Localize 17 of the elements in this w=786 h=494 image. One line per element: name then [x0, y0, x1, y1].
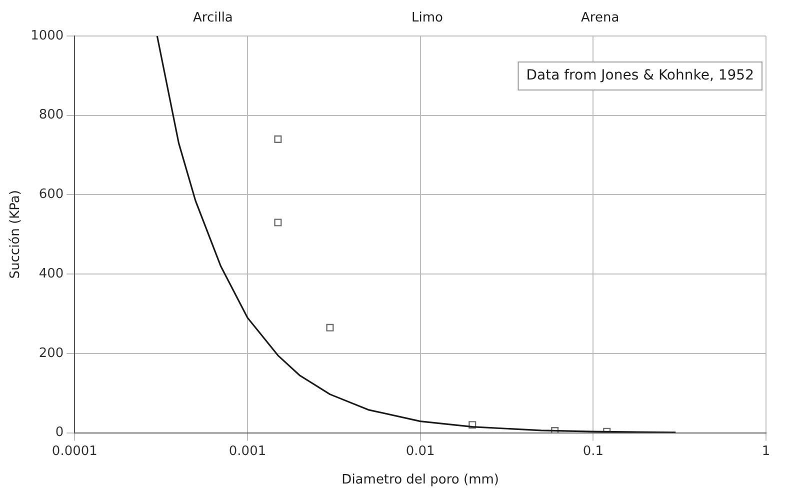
- y-tick-label: 600: [38, 187, 64, 202]
- text: Arcilla: [192, 10, 233, 26]
- x-tick-label: 0.001: [228, 444, 266, 459]
- x-tick-label: 0.1: [582, 444, 604, 459]
- x-tick-label: 0.01: [406, 444, 435, 459]
- y-tick-label: 0: [55, 425, 64, 440]
- x-axis-title: Diametro del poro (mm): [342, 472, 499, 488]
- text: Limo: [412, 10, 444, 26]
- annotation: Data from Jones & Kohnke, 1952: [526, 68, 754, 84]
- x-tick-label: 0.0001: [52, 444, 98, 459]
- y-tick-label: 400: [38, 266, 64, 282]
- y-axis-title: Succión (KPa): [8, 190, 24, 279]
- x-tick-label: 1: [762, 444, 770, 459]
- y-tick-label: 200: [38, 346, 64, 361]
- y-tick-label: 800: [38, 108, 64, 123]
- text: Arena: [581, 10, 620, 26]
- y-tick-label: 1000: [30, 28, 64, 44]
